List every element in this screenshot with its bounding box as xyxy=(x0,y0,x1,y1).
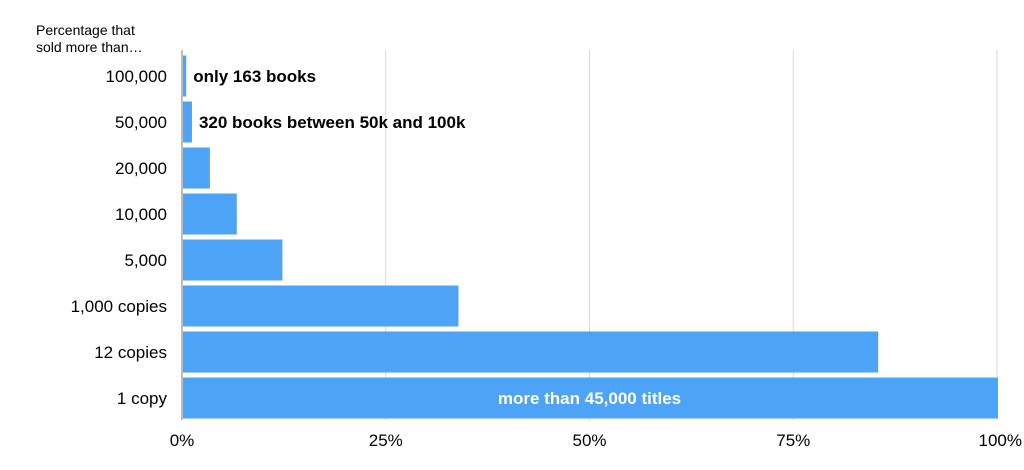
bar-5 xyxy=(183,285,459,327)
bar-1 xyxy=(183,101,192,143)
bar-4 xyxy=(183,239,283,281)
bar-2 xyxy=(183,147,210,189)
y-axis-title-line-2: sold more than… xyxy=(36,39,143,55)
y-axis-title-line-1: Percentage that xyxy=(36,22,135,38)
category-label-2: 20,000 xyxy=(115,159,167,178)
x-tick-label-4: 100% xyxy=(979,431,1022,450)
x-tick-label-2: 50% xyxy=(572,431,606,450)
x-tick-label-0: 0% xyxy=(170,431,195,450)
annotation-1: 320 books between 50k and 100k xyxy=(199,113,466,132)
category-label-4: 5,000 xyxy=(124,251,167,270)
category-label-7: 1 copy xyxy=(117,389,168,408)
annotation-0: only 163 books xyxy=(193,67,316,86)
bar-0 xyxy=(183,55,187,97)
bar-3 xyxy=(183,193,237,235)
bar-7 xyxy=(183,377,998,419)
category-label-5: 1,000 copies xyxy=(71,297,167,316)
category-label-6: 12 copies xyxy=(94,343,167,362)
category-label-3: 10,000 xyxy=(115,205,167,224)
annotation-2: more than 45,000 titles xyxy=(498,389,681,408)
category-label-0: 100,000 xyxy=(106,67,167,86)
y-axis-title: Percentage that sold more than… xyxy=(36,22,143,56)
category-label-1: 50,000 xyxy=(115,113,167,132)
x-tick-label-3: 75% xyxy=(776,431,810,450)
x-tick-label-1: 25% xyxy=(369,431,403,450)
bar-6 xyxy=(183,331,879,373)
